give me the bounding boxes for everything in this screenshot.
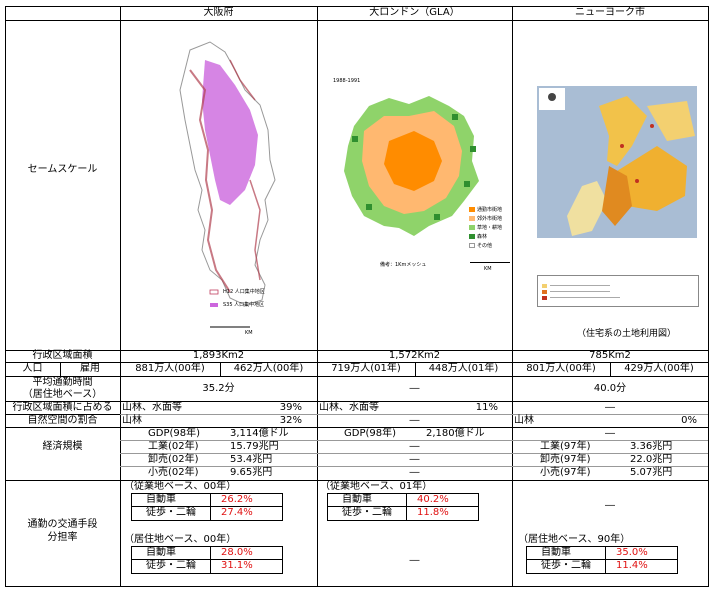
london-legend-3: 森林 xyxy=(477,234,488,240)
modal-ny-res-0-value: 35.0% xyxy=(616,547,648,558)
modal-ny-res-1-label: 徒歩・二輪 xyxy=(541,560,591,571)
row-label-modal-2: 分担率 xyxy=(47,532,78,543)
economy-ny-1-value: 3.36兆円 xyxy=(630,441,673,452)
row-label-commute-time: 平均通勤時間 xyxy=(32,377,93,388)
london-legend-0: 通勤市街地 xyxy=(477,207,503,213)
area-london: 1,572Km2 xyxy=(388,350,441,361)
nature-london-b: ― xyxy=(409,415,420,426)
row-label-area: 行政区域面積 xyxy=(32,350,93,361)
economy-ny-0-value: ― xyxy=(605,428,615,439)
london-map xyxy=(334,86,494,256)
nature-osaka-a-value: 39% xyxy=(279,402,302,413)
economy-ny-1-label: 工業(97年) xyxy=(540,441,591,452)
london-legend-4: その他 xyxy=(477,243,493,249)
economy-london-0-label: GDP(98年) xyxy=(344,428,397,439)
commute-time-ny: 40.0分 xyxy=(593,383,627,394)
economy-osaka-0-value: 3,114億ドル xyxy=(230,428,289,439)
osaka-legend-s35: S35 人口集中地区 xyxy=(223,302,265,308)
column-header-london: 大ロンドン（GLA） xyxy=(369,7,460,18)
row-label-nature-1: 行政区域面積に占める xyxy=(12,402,113,413)
modal-london-work-title: （従業地ベース、01年） xyxy=(320,481,433,492)
economy-ny-3-label: 小売(97年) xyxy=(540,467,591,478)
modal-london-work-1-value: 11.8% xyxy=(417,507,449,518)
population-osaka: 881万人(00年) xyxy=(135,363,205,374)
nature-ny-b-value: 0% xyxy=(681,415,697,426)
modal-osaka-work-0-label: 自動車 xyxy=(146,494,176,505)
economy-london-0-value: 2,180億ドル xyxy=(426,428,485,439)
london-legend-2: 草地・耕地 xyxy=(477,225,503,231)
modal-osaka-work-1-value: 27.4% xyxy=(221,507,253,518)
nature-ny-b-label: 山林 xyxy=(514,415,534,426)
population-london: 719万人(01年) xyxy=(331,363,401,374)
economy-osaka-0-label: GDP(98年) xyxy=(148,428,201,439)
economy-osaka-3-label: 小売(02年) xyxy=(148,467,199,478)
modal-london-work-0-label: 自動車 xyxy=(342,494,372,505)
modal-london-res: ― xyxy=(409,555,420,566)
modal-ny-res-0-label: 自動車 xyxy=(541,547,571,558)
economy-osaka-2-value: 53.4兆円 xyxy=(230,454,273,465)
employment-london: 448万人(01年) xyxy=(428,363,499,374)
london-legend-1: 郊外市街地 xyxy=(477,216,503,222)
london-map-year: 1988-1991 xyxy=(333,78,361,84)
row-label-population: 人口 xyxy=(22,363,43,374)
economy-ny-3-value: 5.07兆円 xyxy=(630,467,673,478)
population-ny: 801万人(00年) xyxy=(526,363,596,374)
nature-osaka-b-label: 山林 xyxy=(122,415,142,426)
nature-osaka-a-label: 山林、水面等 xyxy=(122,402,182,413)
modal-osaka-res-title: （居住地ベース、00年） xyxy=(124,534,237,545)
london-note: 備考：1Kmメッシュ xyxy=(380,262,427,268)
commute-time-osaka: 35.2分 xyxy=(202,383,235,394)
area-ny: 785Km2 xyxy=(589,350,631,361)
modal-london-work-table xyxy=(327,493,479,521)
row-label-employment: 雇用 xyxy=(80,363,100,374)
modal-osaka-res-0-value: 28.0% xyxy=(221,547,253,558)
row-label-commute-time-basis: （居住地ベース） xyxy=(22,389,103,400)
osaka-map xyxy=(150,30,300,340)
modal-ny-res-1-value: 11.4% xyxy=(616,560,648,571)
osaka-legend-h12: H12 人口集中地区 xyxy=(223,289,265,295)
row-label-modal-1: 通勤の交通手段 xyxy=(27,519,98,530)
area-osaka: 1,893Km2 xyxy=(192,350,245,361)
london-scale: KM xyxy=(484,266,492,272)
modal-ny-work: ― xyxy=(605,500,615,511)
osaka-scale: KM xyxy=(245,330,253,336)
employment-osaka: 462万人(00年) xyxy=(233,363,304,374)
column-header-osaka: 大阪府 xyxy=(203,7,234,18)
nature-london-a-label: 山林、水面等 xyxy=(319,402,379,413)
economy-london-1-value: ― xyxy=(409,441,420,452)
modal-osaka-work-0-value: 26.2% xyxy=(221,494,253,505)
economy-osaka-1-value: 15.79兆円 xyxy=(230,441,279,452)
modal-osaka-work-table xyxy=(131,493,283,521)
employment-ny: 429万人(00年) xyxy=(624,363,694,374)
modal-osaka-res-table xyxy=(131,546,283,574)
economy-osaka-2-label: 卸売(02年) xyxy=(148,454,199,465)
modal-ny-res-table xyxy=(526,546,678,574)
row-label-economy: 経済規模 xyxy=(42,441,83,452)
economy-ny-2-value: 22.0兆円 xyxy=(630,454,673,465)
row-label-seam-scale: セームスケール xyxy=(27,164,98,175)
column-header-ny: ニューヨーク市 xyxy=(575,7,645,18)
economy-ny-2-label: 卸売(97年) xyxy=(540,454,591,465)
modal-ny-res-title: （居住地ベース、90年） xyxy=(518,534,631,545)
ny-map xyxy=(537,86,697,238)
economy-osaka-3-value: 9.65兆円 xyxy=(230,467,273,478)
nature-london-a-value: 11% xyxy=(475,402,498,413)
modal-osaka-res-0-label: 自動車 xyxy=(146,547,176,558)
modal-london-work-0-value: 40.2% xyxy=(417,494,449,505)
commute-time-london: ― xyxy=(409,383,420,394)
ny-map-caption: （住宅系の土地利用図） xyxy=(577,329,677,339)
economy-london-2-value: ― xyxy=(409,454,420,465)
ny-map-table xyxy=(537,275,699,307)
modal-london-work-1-label: 徒歩・二輪 xyxy=(342,507,392,518)
modal-osaka-work-title: （従業地ベース、00年） xyxy=(124,481,237,492)
modal-osaka-work-1-label: 徒歩・二輪 xyxy=(146,507,196,518)
modal-osaka-res-1-value: 31.1% xyxy=(221,560,253,571)
economy-london-3-value: ― xyxy=(409,467,420,478)
economy-osaka-1-label: 工業(02年) xyxy=(148,441,199,452)
nature-ny-a: ― xyxy=(605,402,615,413)
row-label-nature-2: 自然空間の割合 xyxy=(27,415,98,426)
modal-osaka-res-1-label: 徒歩・二輪 xyxy=(146,560,196,571)
nature-osaka-b-value: 32% xyxy=(279,415,302,426)
